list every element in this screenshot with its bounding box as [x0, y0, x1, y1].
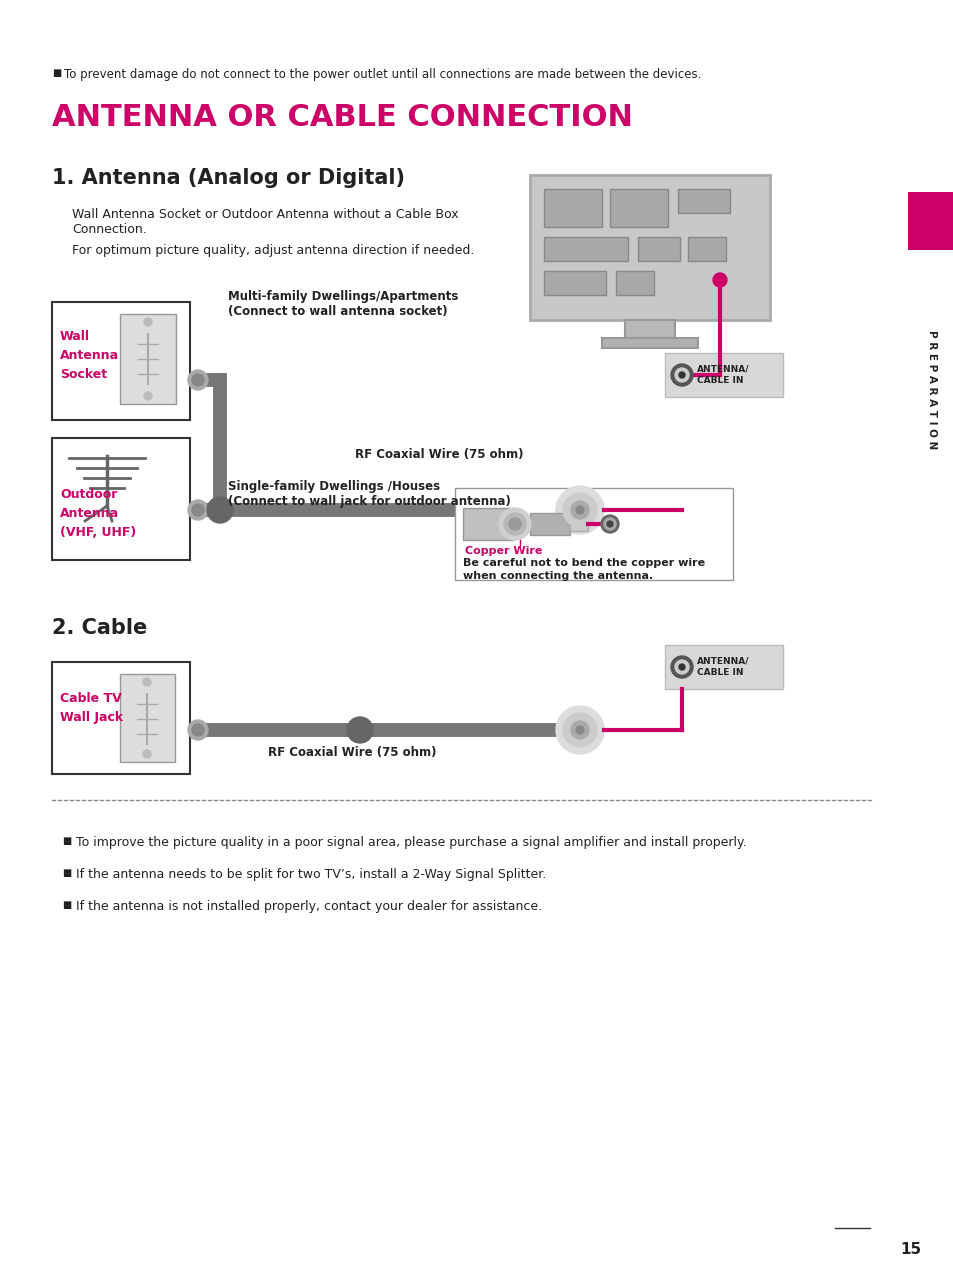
Text: Multi-family Dwellings/Apartments
(Connect to wall antenna socket): Multi-family Dwellings/Apartments (Conne…	[228, 290, 457, 318]
Circle shape	[347, 717, 373, 743]
Circle shape	[207, 497, 233, 523]
Circle shape	[675, 368, 688, 382]
Circle shape	[143, 750, 151, 758]
FancyBboxPatch shape	[543, 237, 627, 261]
FancyBboxPatch shape	[601, 338, 698, 349]
Circle shape	[188, 500, 208, 520]
Circle shape	[603, 518, 616, 530]
Circle shape	[144, 392, 152, 399]
Text: ■: ■	[62, 868, 71, 878]
Text: Copper Wire: Copper Wire	[464, 546, 542, 556]
FancyBboxPatch shape	[455, 488, 732, 580]
FancyBboxPatch shape	[624, 321, 675, 338]
FancyBboxPatch shape	[543, 190, 601, 226]
Circle shape	[571, 721, 588, 739]
Text: To improve the picture quality in a poor signal area, please purchase a signal a: To improve the picture quality in a poor…	[76, 836, 746, 848]
Text: To prevent damage do not connect to the power outlet until all connections are m: To prevent damage do not connect to the …	[64, 67, 700, 81]
Text: 15: 15	[899, 1241, 921, 1257]
Text: For optimum picture quality, adjust antenna direction if needed.: For optimum picture quality, adjust ante…	[71, 244, 474, 257]
Text: If the antenna is not installed properly, contact your dealer for assistance.: If the antenna is not installed properly…	[76, 901, 541, 913]
Text: Be careful not to bend the copper wire
when connecting the antenna.: Be careful not to bend the copper wire w…	[462, 558, 704, 581]
Circle shape	[562, 494, 597, 527]
FancyBboxPatch shape	[120, 674, 174, 762]
Circle shape	[675, 660, 688, 674]
Text: ANTENNA/
CABLE IN: ANTENNA/ CABLE IN	[697, 365, 749, 385]
Text: ■: ■	[62, 901, 71, 909]
Text: 1. Antenna (Analog or Digital): 1. Antenna (Analog or Digital)	[52, 168, 405, 188]
FancyBboxPatch shape	[530, 513, 569, 536]
Circle shape	[670, 364, 692, 385]
Text: ANTENNA/
CABLE IN: ANTENNA/ CABLE IN	[697, 656, 749, 677]
FancyBboxPatch shape	[687, 237, 725, 261]
Text: If the antenna needs to be split for two TV’s, install a 2-Way Signal Splitter.: If the antenna needs to be split for two…	[76, 868, 546, 881]
Text: Wall Antenna Socket or Outdoor Antenna without a Cable Box: Wall Antenna Socket or Outdoor Antenna w…	[71, 209, 458, 221]
FancyBboxPatch shape	[52, 301, 190, 420]
Circle shape	[509, 518, 520, 530]
Text: Wall
Antenna
Socket: Wall Antenna Socket	[60, 329, 119, 382]
Circle shape	[562, 714, 597, 747]
Circle shape	[679, 371, 684, 378]
Text: ■: ■	[62, 836, 71, 846]
Circle shape	[188, 370, 208, 391]
Circle shape	[192, 374, 204, 385]
Text: ■: ■	[52, 67, 61, 78]
Text: Cable TV
Wall Jack: Cable TV Wall Jack	[60, 692, 123, 724]
Circle shape	[571, 501, 588, 519]
Circle shape	[503, 513, 525, 536]
Circle shape	[498, 508, 531, 541]
Circle shape	[192, 724, 204, 736]
Circle shape	[188, 720, 208, 740]
FancyBboxPatch shape	[616, 271, 654, 295]
Circle shape	[144, 318, 152, 326]
FancyBboxPatch shape	[569, 516, 587, 530]
FancyBboxPatch shape	[462, 508, 513, 541]
Text: RF Coaxial Wire (75 ohm): RF Coaxial Wire (75 ohm)	[268, 745, 436, 759]
FancyBboxPatch shape	[52, 438, 190, 560]
Circle shape	[143, 678, 151, 686]
Circle shape	[192, 504, 204, 516]
Circle shape	[712, 273, 726, 287]
Circle shape	[606, 522, 613, 527]
FancyBboxPatch shape	[52, 661, 190, 773]
FancyBboxPatch shape	[609, 190, 667, 226]
Text: P R E P A R A T I O N: P R E P A R A T I O N	[926, 331, 936, 449]
FancyBboxPatch shape	[907, 192, 953, 251]
FancyBboxPatch shape	[664, 645, 782, 689]
FancyBboxPatch shape	[530, 176, 769, 321]
FancyBboxPatch shape	[543, 271, 605, 295]
FancyBboxPatch shape	[664, 354, 782, 397]
Text: 2. Cable: 2. Cable	[52, 618, 147, 639]
Circle shape	[576, 726, 583, 734]
Circle shape	[556, 706, 603, 754]
FancyBboxPatch shape	[120, 314, 175, 404]
Text: Single-family Dwellings /Houses
(Connect to wall jack for outdoor antenna): Single-family Dwellings /Houses (Connect…	[228, 480, 511, 508]
Circle shape	[600, 515, 618, 533]
FancyBboxPatch shape	[638, 237, 679, 261]
Text: ANTENNA OR CABLE CONNECTION: ANTENNA OR CABLE CONNECTION	[52, 103, 632, 132]
Text: Connection.: Connection.	[71, 223, 147, 237]
FancyBboxPatch shape	[678, 190, 729, 212]
Text: RF Coaxial Wire (75 ohm): RF Coaxial Wire (75 ohm)	[355, 448, 523, 460]
Circle shape	[679, 664, 684, 670]
Circle shape	[670, 656, 692, 678]
Circle shape	[556, 486, 603, 534]
Text: Outdoor
Antenna
(VHF, UHF): Outdoor Antenna (VHF, UHF)	[60, 488, 136, 539]
Circle shape	[576, 506, 583, 514]
